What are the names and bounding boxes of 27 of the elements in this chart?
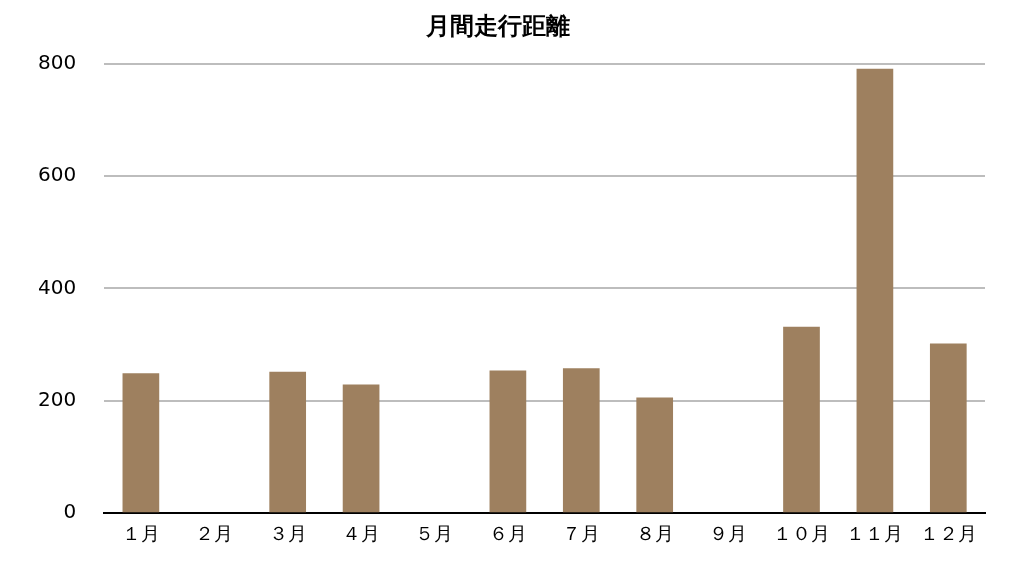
x-tick-label: ６月	[488, 521, 527, 544]
x-tick-label: ７月	[562, 521, 601, 544]
bar	[856, 68, 894, 513]
y-tick-label: 400	[37, 274, 77, 299]
x-tick-label: １０月	[772, 521, 830, 544]
y-tick-label: 200	[37, 387, 77, 412]
y-tick-label: 800	[37, 50, 77, 74]
x-tick-label: ８月	[635, 521, 674, 544]
bar	[489, 370, 527, 513]
x-tick-label: ５月	[415, 521, 454, 544]
x-tick-label: ３月	[268, 521, 307, 544]
y-tick-label: 0	[63, 499, 77, 524]
x-tick-label: １２月	[919, 521, 977, 544]
y-tick-label: 600	[37, 162, 77, 187]
bar	[783, 326, 820, 513]
bar	[636, 397, 674, 513]
x-tick-label: １月	[121, 521, 160, 544]
bar	[562, 368, 600, 513]
bar	[342, 384, 380, 513]
bar	[929, 343, 967, 513]
x-tick-label: ２月	[195, 521, 234, 544]
bar	[122, 373, 160, 513]
chart-title: 月間走行距離	[424, 11, 570, 40]
x-tick-label: ４月	[342, 521, 381, 544]
bar	[269, 371, 307, 513]
x-tick-label: ９月	[709, 521, 748, 544]
x-tick-label: １１月	[846, 521, 904, 544]
